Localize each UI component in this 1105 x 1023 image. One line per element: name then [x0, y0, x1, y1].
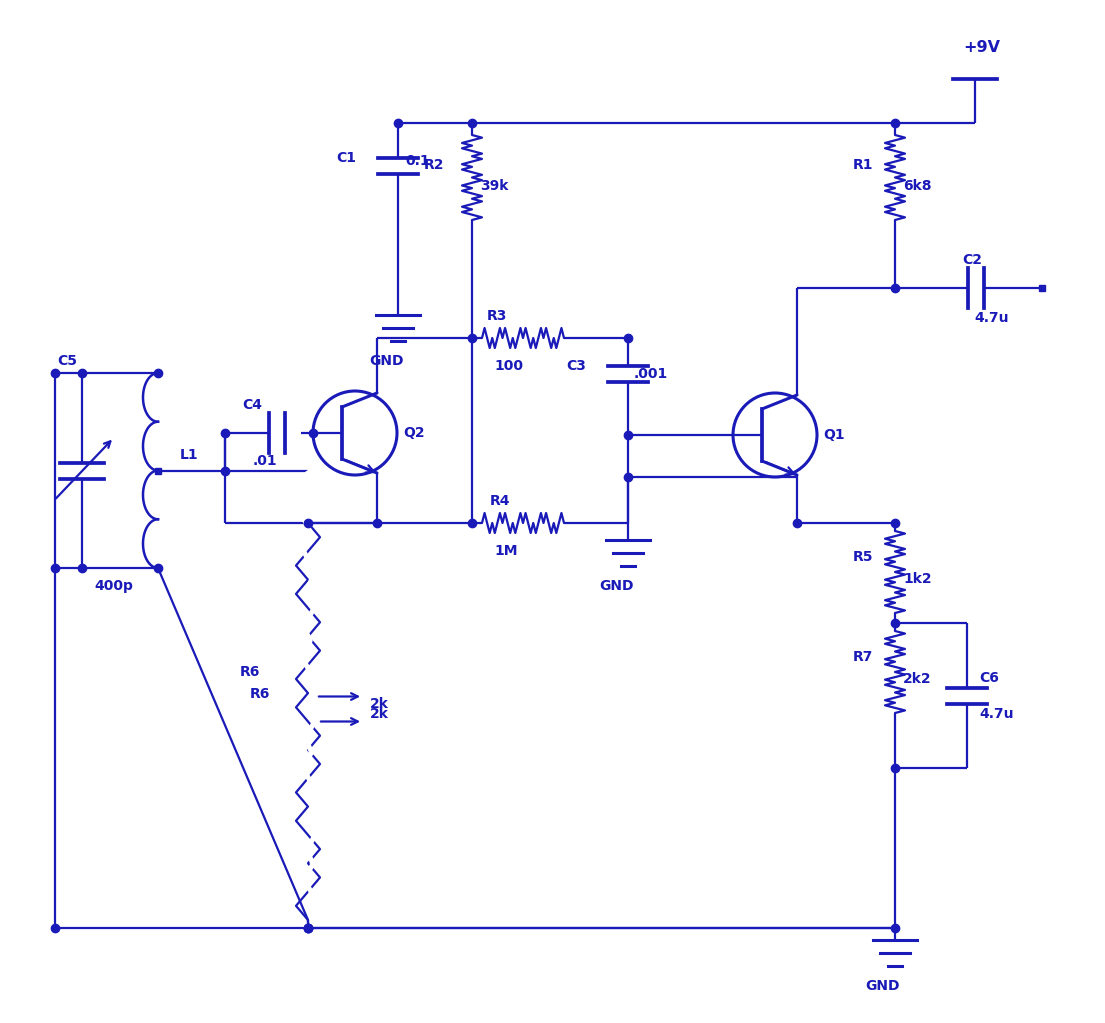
Text: +9V: +9V — [962, 41, 1000, 55]
Text: 1M: 1M — [494, 544, 517, 558]
Text: 39k: 39k — [480, 179, 508, 193]
Text: R6: R6 — [240, 665, 260, 678]
Text: R7: R7 — [853, 651, 873, 664]
Text: L1: L1 — [180, 448, 199, 462]
Text: C4: C4 — [242, 398, 262, 412]
Text: 100: 100 — [494, 359, 523, 373]
Text: R1: R1 — [853, 158, 873, 172]
Text: C2: C2 — [962, 253, 982, 267]
Text: C6: C6 — [979, 670, 999, 684]
Text: 0.1: 0.1 — [406, 154, 430, 168]
Text: GND: GND — [599, 579, 633, 593]
Text: Q2: Q2 — [403, 426, 424, 440]
Text: 400p: 400p — [94, 579, 133, 593]
Text: R4: R4 — [490, 494, 511, 508]
Text: C5: C5 — [57, 354, 77, 368]
Text: 2k: 2k — [370, 698, 389, 712]
Text: R3: R3 — [487, 309, 507, 323]
Text: 1k2: 1k2 — [903, 572, 932, 585]
Text: R5: R5 — [853, 550, 873, 565]
Text: 6k8: 6k8 — [903, 179, 932, 193]
Text: C3: C3 — [566, 359, 586, 373]
Text: C1: C1 — [336, 151, 356, 165]
Text: GND: GND — [865, 979, 901, 993]
Text: 2k2: 2k2 — [903, 671, 932, 685]
Text: 4.7u: 4.7u — [979, 707, 1013, 720]
Text: 2k: 2k — [370, 707, 389, 720]
Text: R2: R2 — [424, 158, 444, 172]
Text: 4.7u: 4.7u — [975, 311, 1009, 325]
Text: .001: .001 — [634, 367, 669, 381]
Text: Q1: Q1 — [823, 428, 844, 442]
Text: .01: .01 — [253, 454, 277, 468]
Text: R6: R6 — [250, 686, 271, 701]
Text: GND: GND — [369, 354, 403, 368]
